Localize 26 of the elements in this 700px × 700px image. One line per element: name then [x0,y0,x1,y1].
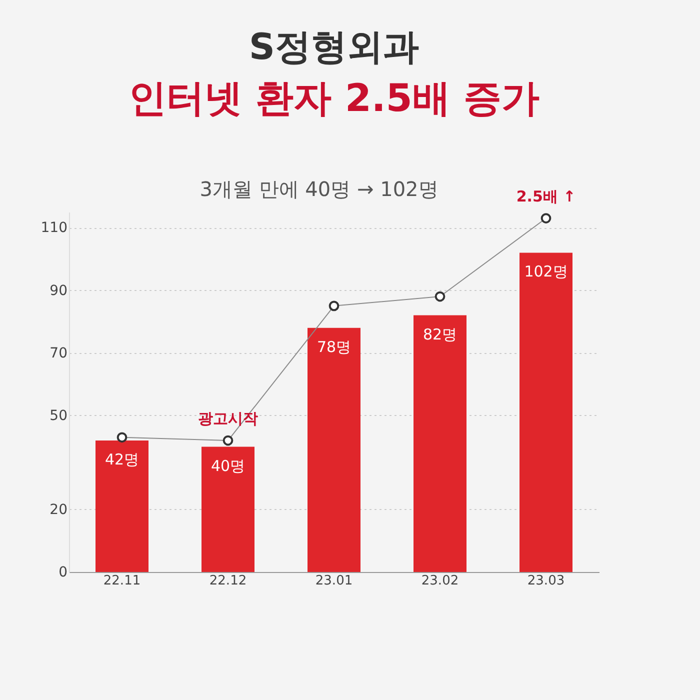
bar [202,446,254,572]
x-tick-label: 22.12 [209,574,247,588]
annotation: 2.5배 ↑ [516,187,576,206]
y-tick-label: 70 [50,345,68,362]
annotation: 광고시작 [198,410,258,428]
data-label: 42명 [104,450,140,469]
data-label: 40명 [210,456,246,475]
data-label: 78명 [316,338,352,356]
data-label: 82명 [422,325,458,344]
x-tick-label: 23.03 [527,574,565,588]
y-tick-label: 50 [50,408,68,424]
chart-subtitle: 인터넷 환자 2.5배 증가 [128,76,540,120]
bar [96,440,148,572]
bar [520,252,572,572]
y-tick-label: 90 [50,282,68,299]
y-tick-label: 20 [50,502,68,518]
data-label: 102명 [524,262,568,281]
x-tick-label: 22.11 [103,574,141,588]
y-tick-label: 0 [58,564,68,580]
chart-title: S정형외과 [249,27,419,68]
y-tick-label: 110 [40,220,68,236]
bar [308,328,360,572]
text: 3개월 만에 40명 → 102명 [200,177,438,201]
x-tick-label: 23.02 [421,574,459,588]
x-tick-label: 23.01 [315,574,353,588]
bar [414,315,466,572]
